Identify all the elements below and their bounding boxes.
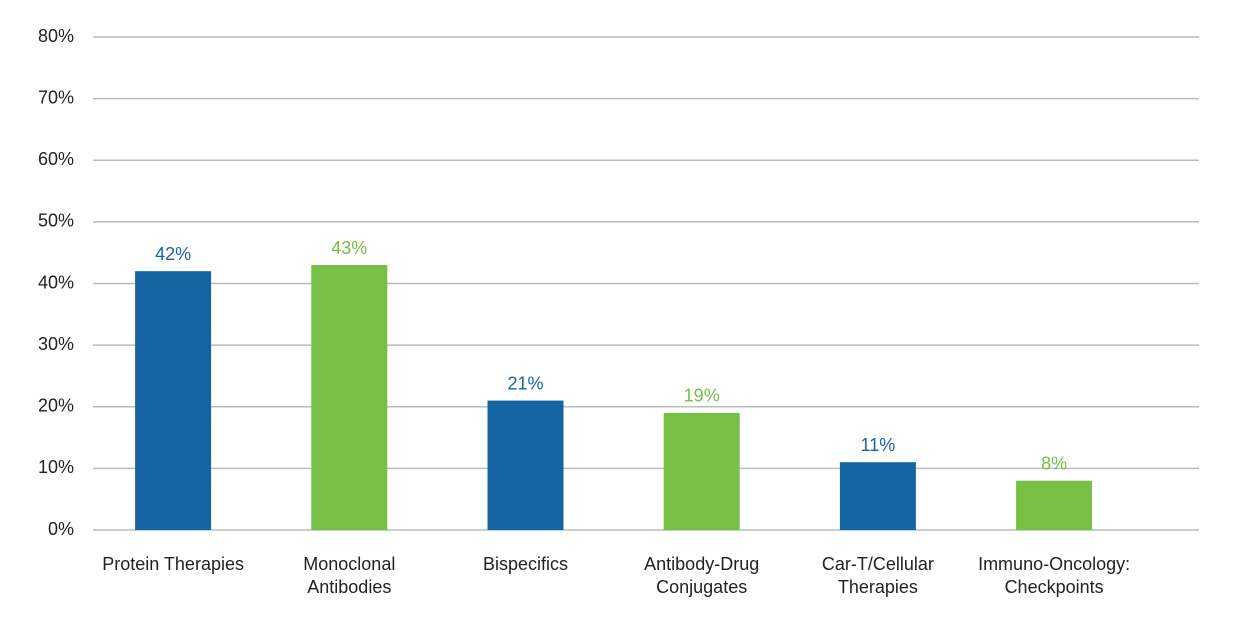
y-tick-label: 80%	[38, 26, 74, 46]
bar	[135, 271, 212, 530]
x-tick-label: Bispecifics	[482, 554, 569, 574]
y-tick-label: 20%	[38, 396, 74, 416]
value-label: 8%	[1041, 453, 1067, 473]
bar	[311, 265, 388, 530]
value-label: 43%	[331, 238, 367, 258]
bar	[487, 400, 564, 530]
y-tick-label: 60%	[38, 149, 74, 169]
y-tick-label: 30%	[38, 334, 74, 354]
y-tick-label: 0%	[48, 519, 74, 539]
value-label: 19%	[684, 386, 720, 406]
value-label: 21%	[507, 373, 543, 393]
y-tick-label: 10%	[38, 457, 74, 477]
value-label: 11%	[861, 435, 896, 455]
bar	[839, 462, 916, 530]
x-tick-label: Immuno-Oncology: Checkpoints	[978, 554, 1131, 597]
value-label: 42%	[155, 244, 191, 264]
x-tick-label: Protein Therapies	[102, 554, 244, 574]
x-tick-label: Car-T/Cellular Therapies	[821, 554, 934, 597]
bar	[663, 412, 740, 530]
x-tick-label: Monoclonal Antibodies	[303, 554, 396, 597]
y-tick-label: 70%	[38, 87, 74, 107]
y-tick-label: 50%	[38, 211, 74, 231]
x-tick-label: Antibody-Drug Conjugates	[644, 554, 760, 597]
bar	[1016, 480, 1093, 530]
y-tick-label: 40%	[38, 272, 74, 292]
